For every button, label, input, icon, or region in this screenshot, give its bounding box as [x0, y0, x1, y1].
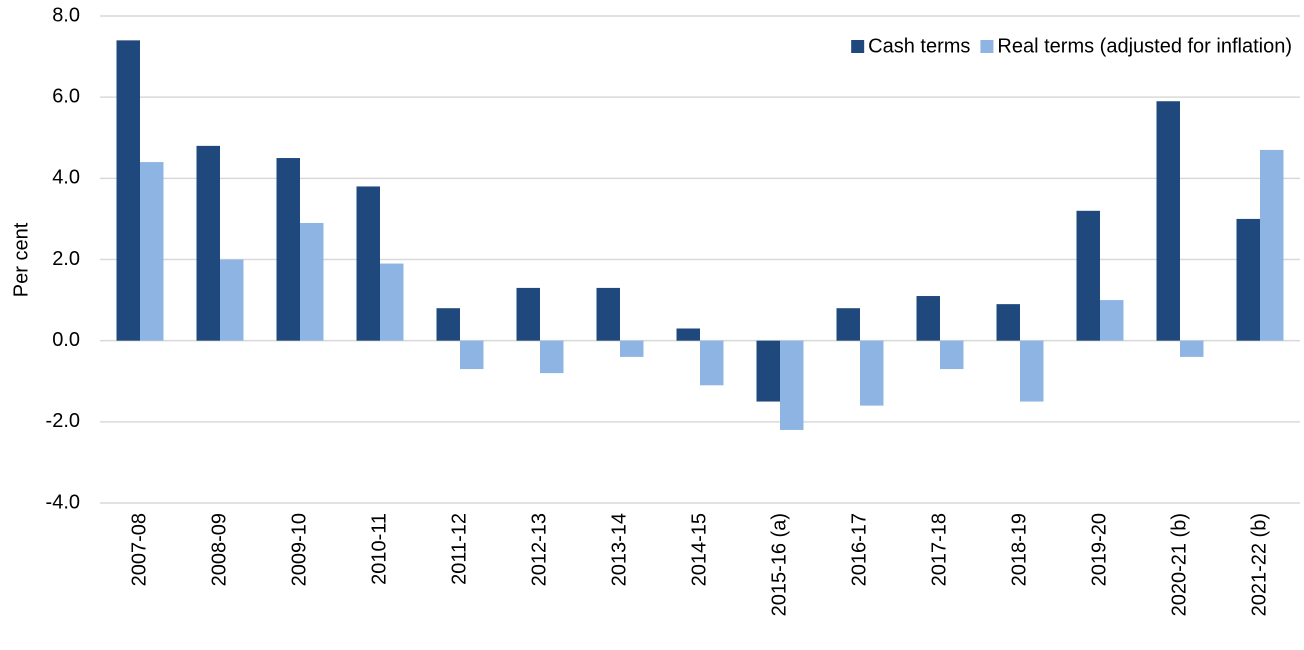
bar: [276, 158, 300, 341]
bar: [596, 287, 620, 341]
y-tick-label: 8.0: [52, 4, 80, 26]
y-tick-label: 0.0: [52, 329, 80, 351]
x-tick-label: 2020-21 (b): [1168, 513, 1190, 616]
bar: [756, 340, 780, 402]
legend-label: Cash terms: [868, 35, 970, 57]
y-tick-label: 2.0: [52, 248, 80, 270]
bar: [1100, 300, 1124, 341]
x-tick-label: 2007-08: [128, 513, 150, 586]
bar: [460, 340, 484, 370]
bar: [836, 308, 860, 341]
x-tick-label: 2014-15: [688, 513, 710, 586]
bar: [940, 340, 964, 370]
bar: [116, 40, 140, 341]
y-tick-label: -2.0: [46, 410, 80, 432]
bar: [1076, 210, 1100, 341]
bar: [220, 259, 244, 341]
x-tick-label: 2009-10: [288, 513, 310, 586]
bar: [436, 308, 460, 341]
bar: [356, 186, 380, 341]
y-tick-label: -4.0: [46, 491, 80, 513]
bar: [780, 340, 804, 430]
bar: [860, 340, 884, 406]
x-tick-label: 2016-17: [848, 513, 870, 586]
bar: [516, 287, 540, 341]
legend-label: Real terms (adjusted for inflation): [997, 35, 1292, 57]
bar: [196, 145, 220, 341]
bar: [140, 162, 164, 341]
legend-swatch: [851, 40, 865, 53]
y-tick-label: 6.0: [52, 85, 80, 107]
bar: [1156, 101, 1180, 341]
bar: [1020, 340, 1044, 402]
y-axis-title: Per cent: [10, 222, 32, 297]
bar: [540, 340, 564, 374]
bar: [620, 340, 644, 357]
x-tick-label: 2012-13: [528, 513, 550, 586]
bar: [996, 304, 1020, 341]
bar: [1260, 149, 1284, 341]
y-tick-label: 4.0: [52, 167, 80, 189]
x-tick-label: 2010-11: [368, 513, 390, 585]
bar: [1180, 340, 1204, 357]
bar: [380, 263, 404, 341]
x-tick-label: 2015-16 (a): [768, 513, 790, 616]
bar: [700, 340, 724, 386]
x-tick-label: 2013-14: [608, 513, 630, 586]
bar: [300, 222, 324, 341]
legend-swatch: [980, 40, 994, 53]
x-tick-label: 2021-22 (b): [1248, 513, 1270, 616]
x-tick-label: 2008-09: [208, 513, 230, 586]
x-tick-label: 2019-20: [1088, 513, 1110, 586]
x-tick-label: 2018-19: [1008, 513, 1030, 586]
bar: [1236, 218, 1260, 341]
x-tick-label: 2011-12: [448, 513, 470, 585]
bar: [676, 328, 700, 341]
bar: [916, 296, 940, 341]
x-tick-label: 2017-18: [928, 513, 950, 586]
